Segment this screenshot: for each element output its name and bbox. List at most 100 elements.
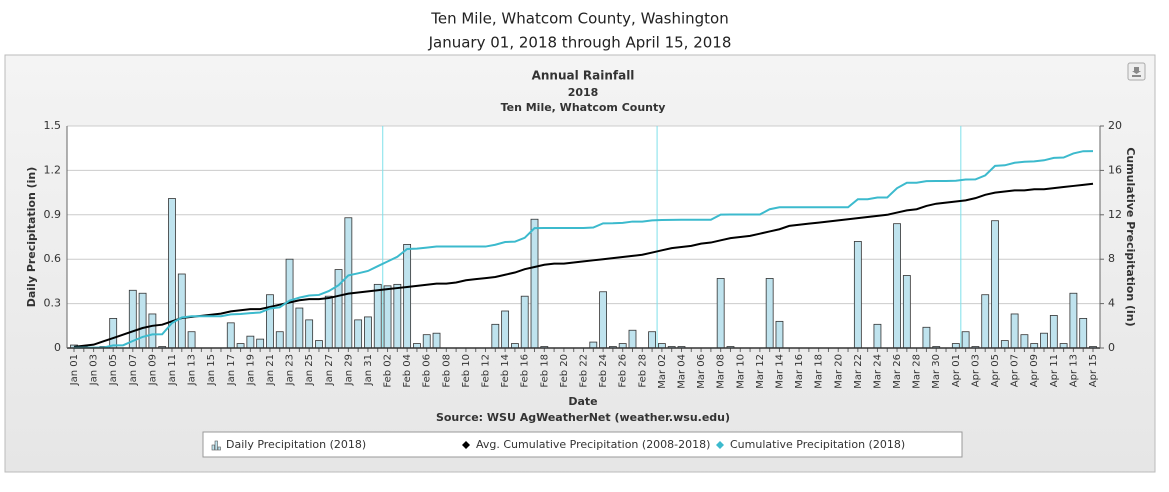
y-tick-label: 0 bbox=[54, 341, 61, 354]
legend-swatch bbox=[716, 441, 724, 449]
x-tick-label: Apr 01 bbox=[951, 354, 962, 387]
x-tick-label: Feb 04 bbox=[402, 354, 413, 388]
bar bbox=[256, 338, 265, 349]
y2-tick-label: 4 bbox=[1108, 297, 1115, 310]
x-tick-label: Jan 07 bbox=[128, 354, 139, 386]
x-tick-label: Feb 08 bbox=[441, 354, 452, 388]
x-tick-label: Feb 20 bbox=[559, 354, 570, 388]
bar bbox=[922, 326, 931, 349]
bar bbox=[853, 241, 862, 349]
legend-label: Avg. Cumulative Precipitation (2008-2018… bbox=[476, 438, 710, 451]
x-tick-label: Jan 11 bbox=[167, 354, 178, 386]
bar bbox=[354, 319, 363, 349]
x-tick-label: Feb 12 bbox=[481, 354, 492, 388]
bar bbox=[266, 294, 274, 349]
x-tick-label: Apr 09 bbox=[1029, 354, 1040, 387]
x-tick-label: Jan 17 bbox=[226, 354, 237, 386]
y2-tick-label: 8 bbox=[1108, 252, 1115, 265]
source-note: Source: WSU AgWeatherNet (weather.wsu.ed… bbox=[436, 411, 730, 424]
x-axis-label: Date bbox=[568, 395, 597, 408]
chart-location: Ten Mile, Whatcom County bbox=[501, 101, 666, 114]
x-tick-label: Jan 29 bbox=[343, 354, 354, 386]
bar bbox=[589, 341, 598, 349]
legend-swatch bbox=[214, 440, 218, 451]
bar bbox=[893, 223, 901, 349]
bar bbox=[109, 317, 118, 349]
bar bbox=[324, 295, 333, 349]
x-tick-label: Jan 13 bbox=[187, 354, 198, 386]
bar bbox=[491, 323, 500, 349]
x-tick-label: Mar 30 bbox=[931, 354, 942, 389]
bar bbox=[981, 294, 990, 349]
y-tick-label: 1.5 bbox=[44, 119, 62, 132]
bar bbox=[1020, 334, 1029, 349]
x-tick-label: Mar 10 bbox=[735, 354, 746, 389]
bar bbox=[275, 331, 284, 349]
bar bbox=[138, 292, 147, 349]
x-tick-label: Mar 22 bbox=[853, 354, 864, 389]
x-tick-label: Mar 04 bbox=[676, 354, 687, 389]
x-tick-label: Mar 08 bbox=[716, 354, 727, 389]
bar bbox=[305, 319, 314, 349]
x-tick-label: Mar 02 bbox=[657, 354, 668, 389]
bar bbox=[403, 243, 412, 349]
bar bbox=[1000, 340, 1009, 349]
x-tick-label: Jan 21 bbox=[265, 354, 276, 386]
bar bbox=[344, 217, 353, 349]
bar bbox=[187, 331, 196, 349]
x-tick-label: Jan 03 bbox=[89, 354, 100, 386]
bar bbox=[716, 278, 725, 349]
x-tick-label: Jan 31 bbox=[363, 354, 374, 386]
x-tick-label: Feb 10 bbox=[461, 354, 472, 388]
y2-tick-label: 20 bbox=[1108, 119, 1122, 132]
x-tick-label: Apr 05 bbox=[990, 354, 1001, 387]
x-tick-label: Jan 27 bbox=[324, 354, 335, 386]
x-tick-label: Feb 06 bbox=[422, 354, 433, 388]
x-tick-label: Feb 14 bbox=[500, 354, 511, 388]
x-tick-label: Mar 12 bbox=[755, 354, 766, 389]
legend bbox=[202, 431, 963, 458]
bar bbox=[246, 335, 255, 349]
y2-axis-label: Cumulative Precipitation (in) bbox=[1124, 147, 1137, 326]
legend-label: Cumulative Precipitation (2018) bbox=[730, 438, 905, 451]
x-tick-label: Apr 03 bbox=[970, 354, 981, 387]
bar bbox=[775, 320, 784, 349]
bar bbox=[1010, 313, 1019, 349]
bar bbox=[501, 310, 510, 349]
x-tick-label: Mar 18 bbox=[814, 354, 825, 389]
y-tick-label: 0.6 bbox=[44, 252, 62, 265]
bar bbox=[1049, 315, 1058, 349]
plot-area bbox=[67, 126, 1100, 348]
y-axis-label: Daily Precipitation (in) bbox=[25, 167, 38, 308]
legend-swatch bbox=[462, 441, 470, 449]
x-tick-label: Mar 20 bbox=[833, 354, 844, 389]
bar bbox=[226, 322, 235, 349]
x-tick-label: Mar 06 bbox=[696, 354, 707, 389]
bar bbox=[315, 340, 323, 349]
x-tick-label: Apr 15 bbox=[1088, 354, 1099, 387]
bar bbox=[628, 329, 637, 349]
bar bbox=[530, 218, 539, 349]
download-button[interactable] bbox=[1127, 62, 1146, 81]
bar bbox=[422, 334, 431, 349]
bar bbox=[991, 220, 999, 349]
line bbox=[73, 150, 1094, 349]
bar bbox=[148, 313, 157, 349]
bar bbox=[393, 283, 402, 349]
x-tick-label: Mar 26 bbox=[892, 354, 903, 389]
x-tick-label: Jan 01 bbox=[69, 354, 80, 386]
bar bbox=[902, 275, 911, 349]
y-tick-label: 1.2 bbox=[44, 163, 62, 176]
x-tick-label: Feb 26 bbox=[618, 354, 629, 388]
bar bbox=[383, 285, 392, 349]
bar bbox=[520, 295, 529, 349]
x-tick-label: Jan 09 bbox=[147, 354, 158, 386]
chart-title: Annual Rainfall bbox=[532, 69, 635, 83]
download-icon[interactable] bbox=[1132, 67, 1141, 77]
x-tick-label: Jan 25 bbox=[304, 354, 315, 386]
legend-swatch bbox=[217, 446, 221, 451]
x-tick-label: Feb 24 bbox=[598, 354, 609, 388]
bar bbox=[1069, 292, 1078, 349]
x-tick-label: Jan 15 bbox=[206, 354, 217, 386]
